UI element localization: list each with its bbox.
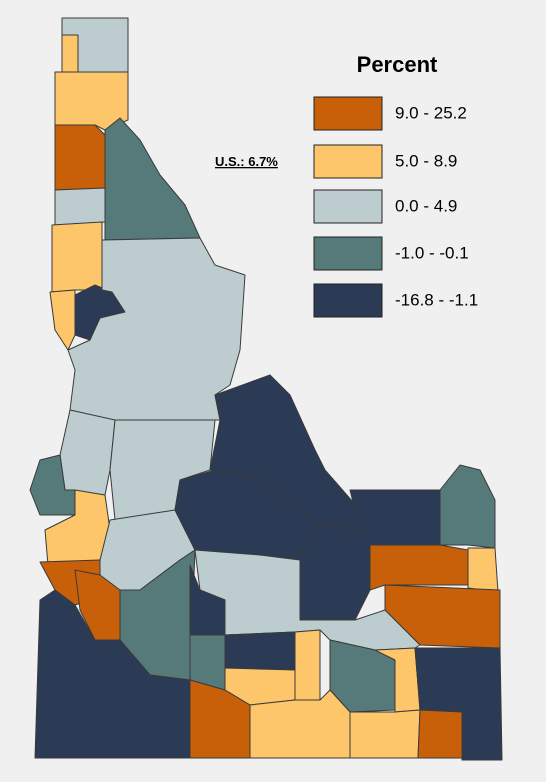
county [294, 629, 321, 701]
county [349, 709, 421, 759]
legend: 9.0 - 25.2 5.0 - 8.9 0.0 - 4.9 -1.0 - -0.1 -… [313, 96, 478, 318]
county [189, 564, 226, 636]
county [54, 187, 106, 226]
legend-swatch [313, 236, 383, 271]
legend-label: 9.0 - 25.2 [395, 103, 467, 122]
legend-label: 5.0 - 8.9 [395, 151, 457, 170]
county [59, 409, 116, 496]
legend-label: -1.0 - -0.1 [395, 243, 469, 262]
legend-label: -16.8 - -1.1 [395, 290, 478, 309]
county [54, 124, 106, 191]
county [384, 584, 501, 649]
county [249, 689, 351, 759]
legend-label: 0.0 - 4.9 [395, 196, 457, 215]
legend-swatch [313, 283, 383, 318]
legend-swatch [313, 189, 383, 224]
county [369, 544, 469, 591]
county [34, 589, 191, 759]
us-note: U.S.: 6.7% [215, 154, 278, 169]
counties [29, 17, 503, 761]
county [417, 709, 463, 759]
legend-title: Percent [357, 52, 438, 77]
legend-swatch [313, 144, 383, 179]
county [49, 289, 76, 351]
county [224, 631, 296, 671]
county [439, 464, 496, 549]
county [104, 117, 201, 241]
county [51, 221, 103, 293]
county [467, 547, 499, 593]
legend-swatch [313, 96, 383, 131]
county [61, 34, 79, 76]
